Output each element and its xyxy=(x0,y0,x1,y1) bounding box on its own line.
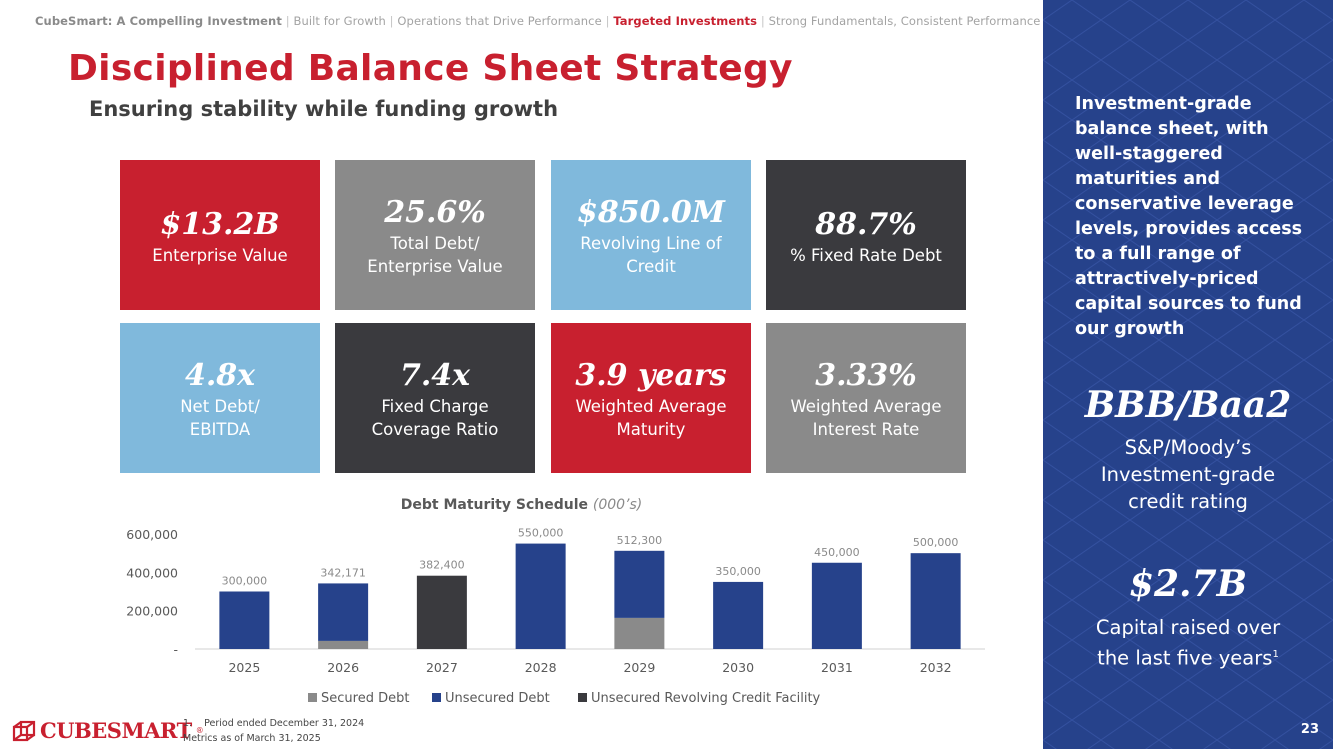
footnote-marker: 1 xyxy=(1272,649,1279,660)
breadcrumb-separator: | xyxy=(285,14,290,28)
legend-label: Secured Debt xyxy=(321,691,409,706)
cubesmart-logo[interactable]: CUBESMART ® xyxy=(12,718,204,743)
breadcrumb-item[interactable]: Strong Fundamentals, Consistent Performa… xyxy=(768,14,1041,28)
cube-logo-icon xyxy=(12,720,36,741)
data-label: 550,000 xyxy=(518,527,564,540)
metric-value: 4.8x xyxy=(184,358,256,393)
breadcrumb-item-active[interactable]: Targeted Investments xyxy=(613,14,758,28)
capital-raised-label-line1: Capital raised over xyxy=(1095,616,1281,639)
data-label: 350,000 xyxy=(715,565,761,578)
chart-title-text: Debt Maturity Schedule xyxy=(400,497,588,513)
metric-tile-total-debt: 25.6% Total Debt/ Enterprise Value xyxy=(335,160,535,310)
legend-swatch-unsecured-revolving-credit-facility xyxy=(578,693,587,702)
metric-label: Enterprise Value xyxy=(152,245,288,265)
page-subtitle: Ensuring stability while funding growth xyxy=(89,97,559,121)
credit-rating-label-line1: S&P/Moody’s xyxy=(1124,436,1252,459)
metric-label: Revolving Line of Credit xyxy=(580,234,722,276)
metric-tile-weighted-average-rate: 3.33% Weighted Average Interest Rate xyxy=(766,323,966,473)
bar-unsecured-debt-2028 xyxy=(515,543,566,649)
x-tick-label: 2026 xyxy=(327,660,359,675)
bar-secured-debt-2026 xyxy=(318,640,369,649)
debt-maturity-chart: - 200,000 400,000 600,000 300,000 2025 342,171… xyxy=(126,527,985,706)
page-title: Disciplined Balance Sheet Strategy xyxy=(68,48,793,89)
metric-label: Weighted Average Interest Rate xyxy=(790,397,942,439)
breadcrumb: CubeSmart: A Compelling Investment | Bui… xyxy=(35,14,1040,28)
breadcrumb-separator: | xyxy=(389,14,394,28)
metric-value: $850.0M xyxy=(576,195,726,230)
metric-value: 25.6% xyxy=(384,195,486,230)
metric-value: 3.9 years xyxy=(575,358,727,393)
metric-tile-fixed-charge-coverage: 7.4x Fixed Charge Coverage Ratio xyxy=(335,323,535,473)
y-tick-label: 200,000 xyxy=(126,604,178,619)
data-label: 450,000 xyxy=(814,546,860,559)
page-number: 23 xyxy=(1300,722,1319,737)
metric-tile-fixed-rate-debt: 88.7% % Fixed Rate Debt xyxy=(766,160,966,310)
x-tick-label: 2030 xyxy=(722,660,754,675)
data-label: 300,000 xyxy=(222,575,268,588)
x-tick-label: 2032 xyxy=(920,660,952,675)
chart-title: Debt Maturity Schedule (000’s) xyxy=(0,497,1043,513)
breadcrumb-item[interactable]: Built for Growth xyxy=(293,14,386,28)
x-tick-label: 2025 xyxy=(228,660,260,675)
metric-value: 3.33% xyxy=(815,358,917,393)
metric-label: Fixed Charge Coverage Ratio xyxy=(371,397,499,439)
metric-value: 7.4x xyxy=(399,358,471,393)
metric-tile-revolving-credit: $850.0M Revolving Line of Credit xyxy=(551,160,751,310)
y-tick-label: 600,000 xyxy=(126,527,178,542)
data-label: 512,300 xyxy=(617,534,663,547)
breadcrumb-separator: | xyxy=(760,14,765,28)
x-tick-label: 2031 xyxy=(821,660,853,675)
x-tick-label: 2027 xyxy=(426,660,458,675)
bar-unsecured-debt-2030 xyxy=(713,581,764,649)
bar-unsecured-debt-2031 xyxy=(811,562,862,649)
metric-label: Total Debt/ Enterprise Value xyxy=(367,234,503,276)
logo-wordmark: CUBESMART xyxy=(40,718,192,743)
metric-tile-weighted-average-maturity: 3.9 years Weighted Average Maturity xyxy=(551,323,751,473)
capital-raised-label-text: the last five years xyxy=(1097,646,1273,670)
capital-raised-label-line2: the last five years1 xyxy=(1043,641,1333,672)
metric-tile-net-debt-ebitda: 4.8x Net Debt/ EBITDA xyxy=(120,323,320,473)
bar-unsecured-debt-2026 xyxy=(318,583,369,641)
breadcrumb-item[interactable]: CubeSmart: A Compelling Investment xyxy=(35,14,282,28)
y-tick-label: 400,000 xyxy=(126,565,178,580)
capital-raised-value: $2.7B xyxy=(1128,563,1248,605)
data-label: 342,171 xyxy=(320,566,366,579)
credit-rating-label-line3: credit rating xyxy=(1128,490,1248,513)
right-panel: Investment-grade balance sheet, with wel… xyxy=(1043,0,1333,749)
bar-unsecured-debt-2029 xyxy=(614,550,665,618)
balance-sheet-description: Investment-grade balance sheet, with wel… xyxy=(1075,94,1303,339)
metric-label: Weighted Average Maturity xyxy=(575,397,727,439)
y-tick-label: - xyxy=(173,642,178,657)
metric-label: % Fixed Rate Debt xyxy=(790,245,942,265)
footnote-1: 1. Period ended December 31, 2024 xyxy=(183,718,365,729)
bar-unsecured-debt-2032 xyxy=(910,553,961,649)
credit-rating-value: BBB/Baa2 xyxy=(1084,384,1292,426)
logo-trademark: ® xyxy=(195,726,204,735)
breadcrumb-item[interactable]: Operations that Drive Performance xyxy=(397,14,602,28)
x-tick-label: 2028 xyxy=(525,660,557,675)
footnotes: 1. Period ended December 31, 2024 Metric… xyxy=(183,716,364,746)
data-label: 382,400 xyxy=(419,559,465,572)
metric-label: Net Debt/ EBITDA xyxy=(180,397,260,439)
data-label: 500,000 xyxy=(913,536,959,549)
legend-label: Unsecured Revolving Credit Facility xyxy=(591,691,821,706)
legend-swatch-unsecured-debt xyxy=(432,693,441,702)
metric-value: $13.2B xyxy=(160,206,280,242)
footnote-metrics-date: Metrics as of March 31, 2025 xyxy=(183,733,321,744)
metric-tile-enterprise-value: $13.2B Enterprise Value xyxy=(120,160,320,310)
chart-title-unit: (000’s) xyxy=(592,497,643,513)
breadcrumb-separator: | xyxy=(605,14,610,28)
legend-swatch-secured-debt xyxy=(308,693,317,702)
bar-unsecured-revolving-credit-facility-2027 xyxy=(416,575,467,649)
bar-unsecured-debt-2025 xyxy=(219,591,270,649)
metric-value: 88.7% xyxy=(815,206,917,242)
credit-rating-label-line2: Investment-grade xyxy=(1100,463,1276,486)
bar-secured-debt-2029 xyxy=(614,617,665,649)
diamond-pattern-background xyxy=(1043,0,1333,749)
x-tick-label: 2029 xyxy=(623,660,655,675)
legend-label: Unsecured Debt xyxy=(445,691,550,706)
